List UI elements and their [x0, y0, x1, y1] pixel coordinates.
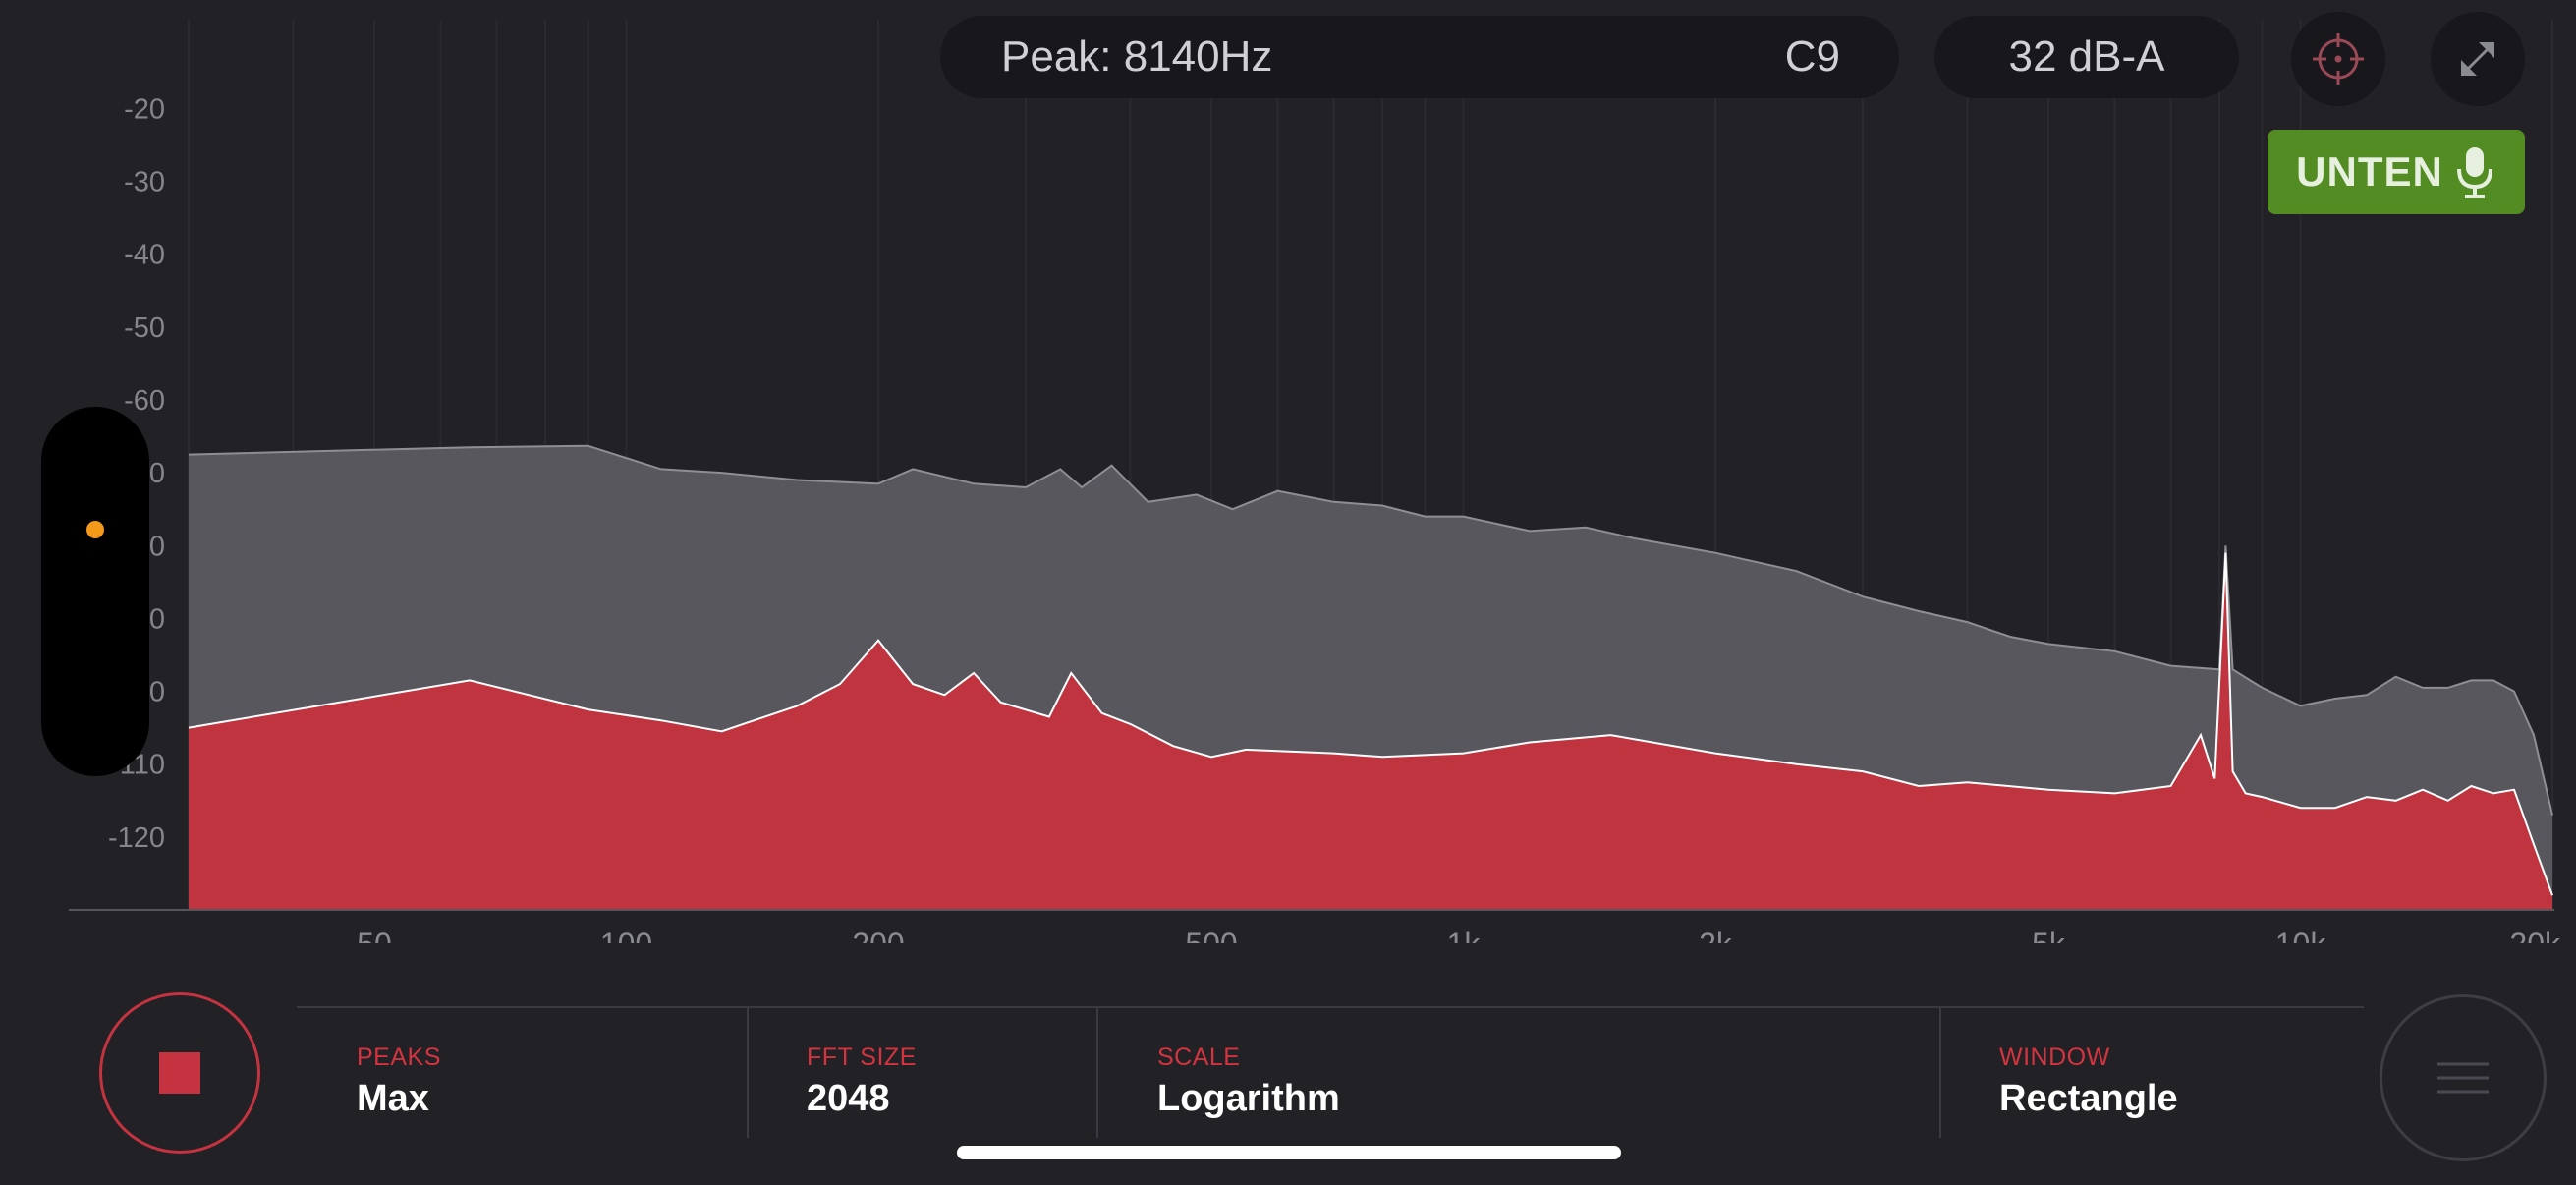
sound-level-readout: 32 dB-A [1934, 16, 2239, 98]
expand-icon [2461, 42, 2494, 76]
setting-label: FFT SIZE [807, 1044, 917, 1071]
x-tick-label: 10k [2275, 927, 2327, 943]
spectrum-chart[interactable]: -20-30-40-50-60-70-80-90-100-110-120 501… [0, 0, 2576, 943]
x-tick-label: 1k [1447, 927, 1482, 943]
setting-label: WINDOW [1999, 1044, 2110, 1071]
stop-icon [159, 1052, 200, 1094]
setting-peaks[interactable]: PEAKS Max [357, 1044, 441, 1120]
x-tick-label: 2k [1699, 927, 1733, 943]
peak-frequency-text: Peak: 8140Hz [1001, 32, 1273, 81]
setting-divider [1096, 1008, 1098, 1138]
setting-label: PEAKS [357, 1044, 441, 1071]
home-indicator [957, 1146, 1621, 1159]
setting-divider [1939, 1008, 1941, 1138]
microphone-select-button[interactable]: UNTEN [2268, 130, 2525, 214]
gain-slider[interactable] [41, 407, 149, 776]
x-tick-label: 20k [2509, 927, 2561, 943]
gain-slider-knob[interactable] [86, 521, 104, 538]
x-tick-label: 100 [600, 927, 652, 943]
peak-hold-area-line [188, 444, 2553, 816]
toolbar-separator [297, 1006, 2364, 1008]
y-tick-label: -40 [124, 240, 165, 271]
crosshair-button[interactable] [2291, 12, 2385, 106]
x-tick-label: 5k [2032, 927, 2066, 943]
setting-value: 2048 [807, 1078, 890, 1119]
peak-note-text: C9 [1784, 32, 1840, 81]
y-tick-label: -60 [124, 385, 165, 417]
stop-button[interactable] [99, 992, 260, 1154]
menu-button[interactable] [2380, 994, 2547, 1161]
microphone-label: UNTEN [2296, 148, 2443, 195]
crosshair-icon [2313, 33, 2364, 85]
x-tick-label: 200 [852, 927, 904, 943]
y-tick-label: -20 [124, 93, 165, 125]
setting-divider [747, 1008, 749, 1138]
y-tick-label: -50 [124, 312, 165, 344]
setting-scale[interactable]: SCALE Logarithm [1157, 1044, 1340, 1120]
setting-label: SCALE [1157, 1044, 1241, 1071]
y-tick-label: -120 [108, 822, 165, 854]
microphone-icon [2456, 147, 2492, 198]
x-tick-label: 500 [1185, 927, 1237, 943]
setting-window[interactable]: WINDOW Rectangle [1999, 1044, 2178, 1120]
live-spectrum-area-line [188, 552, 2553, 896]
x-tick-label: 50 [357, 927, 392, 943]
setting-value: Max [357, 1078, 429, 1119]
live-spectrum-area [189, 552, 2552, 910]
peak-readout: Peak: 8140Hz C9 [940, 16, 1899, 98]
y-tick-label: -30 [124, 167, 165, 198]
setting-fft-size[interactable]: FFT SIZE 2048 [807, 1044, 917, 1120]
setting-value: Logarithm [1157, 1078, 1340, 1119]
setting-value: Rectangle [1999, 1078, 2178, 1119]
menu-icon [2437, 1062, 2489, 1094]
expand-button[interactable] [2431, 12, 2525, 106]
sound-level-text: 32 dB-A [2008, 32, 2165, 81]
